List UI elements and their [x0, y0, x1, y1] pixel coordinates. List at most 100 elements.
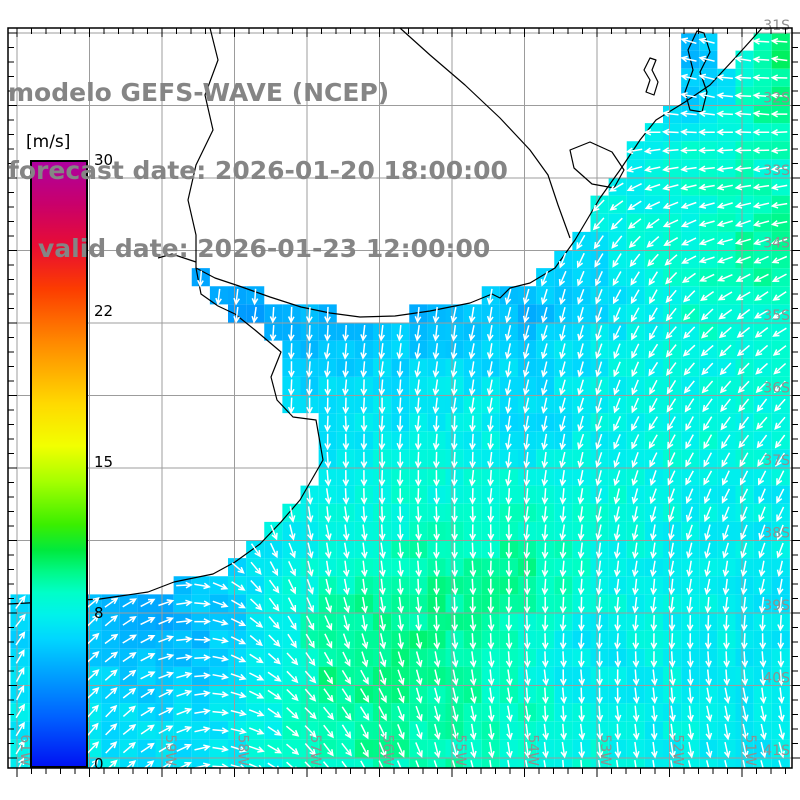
wind-arrow-icon [648, 307, 658, 323]
wind-arrow-icon [721, 470, 730, 486]
wind-arrow-icon [432, 379, 440, 396]
wind-arrow-icon [122, 634, 138, 644]
wind-arrow-icon [649, 524, 657, 541]
wind-arrow-icon [559, 596, 567, 614]
wind-arrow-icon [661, 110, 679, 118]
wind-arrow-icon [647, 253, 659, 267]
wind-arrow-icon [504, 325, 512, 342]
wind-cell [391, 757, 410, 768]
wind-arrow-icon [379, 560, 386, 578]
wind-arrow-icon [176, 725, 193, 734]
wind-arrow-icon [288, 361, 295, 378]
wind-arrow-icon [687, 705, 694, 723]
wind-arrow-icon [306, 578, 314, 595]
wind-arrow-icon [523, 560, 531, 578]
wind-arrow-icon [698, 37, 715, 44]
wind-arrow-icon [577, 415, 584, 433]
wind-arrow-icon [287, 397, 295, 415]
wind-arrow-icon [249, 672, 265, 681]
wind-arrow-icon [359, 706, 370, 721]
wind-arrow-icon [705, 705, 713, 723]
wind-arrow-icon [613, 325, 622, 341]
wind-arrow-icon [541, 578, 549, 596]
wind-arrow-icon [613, 506, 621, 523]
wind-arrow-icon [698, 55, 715, 63]
wind-arrow-icon [736, 326, 751, 338]
wind-arrow-icon [704, 633, 712, 650]
lon-label: 52W [670, 734, 686, 766]
wind-arrow-icon [140, 671, 156, 680]
wind-arrow-icon [342, 397, 350, 415]
wind-arrow-icon [451, 470, 458, 487]
wind-arrow-icon [324, 415, 331, 433]
wind-arrow-icon [559, 361, 566, 378]
wind-arrow-icon [595, 325, 603, 342]
wind-arrow-icon [686, 578, 693, 596]
wind-arrow-icon [753, 273, 769, 282]
wind-arrow-icon [524, 723, 531, 741]
wind-arrow-icon [559, 560, 567, 578]
wind-arrow-icon [758, 542, 766, 559]
wind-arrow-icon [778, 723, 785, 741]
wind-arrow-icon [523, 596, 531, 614]
wind-arrow-icon [686, 615, 694, 632]
wind-arrow-icon [306, 325, 313, 342]
wind-arrow-icon [140, 706, 156, 717]
wind-arrow-icon [596, 669, 603, 687]
colorbar-tick-label: 0 [94, 755, 104, 773]
lagoon-arm-outline [643, 57, 659, 96]
wind-arrow-icon [649, 488, 657, 505]
wind-arrow-icon [378, 724, 387, 740]
wind-arrow-icon [397, 724, 405, 740]
wind-arrow-icon [665, 326, 677, 340]
wind-arrow-icon [379, 651, 387, 668]
wind-arrow-icon [560, 651, 567, 668]
wind-arrow-icon [541, 506, 549, 523]
wind-arrow-icon [668, 615, 676, 632]
wind-arrow-icon [523, 633, 531, 650]
wind-arrow-icon [451, 596, 459, 614]
wind-arrow-icon [666, 398, 677, 413]
wind-arrow-icon [758, 488, 766, 505]
wind-arrow-icon [324, 306, 331, 324]
wind-arrow-icon [683, 380, 695, 394]
wind-arrow-icon [666, 380, 677, 395]
wind-arrow-icon [433, 578, 440, 596]
wind-arrow-icon [705, 723, 713, 741]
wind-arrow-icon [450, 433, 458, 451]
wind-arrow-icon [770, 220, 788, 227]
wind-arrow-icon [770, 201, 788, 209]
wind-arrow-icon [559, 469, 567, 487]
wind-arrow-icon [770, 147, 788, 154]
wind-arrow-icon [469, 723, 477, 741]
wind-arrow-icon [752, 220, 770, 228]
wind-arrow-icon [212, 600, 229, 608]
coastline-layer [8, 28, 763, 605]
wind-arrow-icon [523, 415, 530, 433]
wind-arrow-icon [305, 306, 313, 324]
wind-arrow-icon [506, 705, 513, 723]
wind-arrow-icon [757, 452, 767, 467]
wind-arrow-icon [771, 273, 787, 282]
wind-arrow-icon [540, 270, 549, 287]
wind-arrow-icon [396, 470, 404, 487]
wind-arrow-icon [523, 651, 531, 668]
wind-arrow-icon [323, 724, 334, 739]
wind-arrow-icon [451, 651, 459, 668]
wind-arrow-icon [716, 256, 733, 264]
wind-arrow-icon [595, 488, 603, 505]
wind-arrow-icon [542, 723, 550, 741]
wind-arrow-icon [613, 542, 621, 560]
wind-arrow-icon [451, 451, 458, 469]
wind-arrow-icon [194, 600, 211, 608]
wind-arrow-icon [683, 326, 696, 339]
wind-arrow-icon [378, 687, 387, 704]
wind-arrow-icon [487, 451, 494, 469]
wind-arrow-icon [734, 165, 752, 173]
wind-arrow-icon [104, 597, 119, 608]
wind-arrow-icon [559, 524, 567, 541]
wind-arrow-icon [86, 650, 100, 663]
wind-arrow-icon [771, 238, 788, 246]
wind-arrow-icon [451, 633, 459, 650]
